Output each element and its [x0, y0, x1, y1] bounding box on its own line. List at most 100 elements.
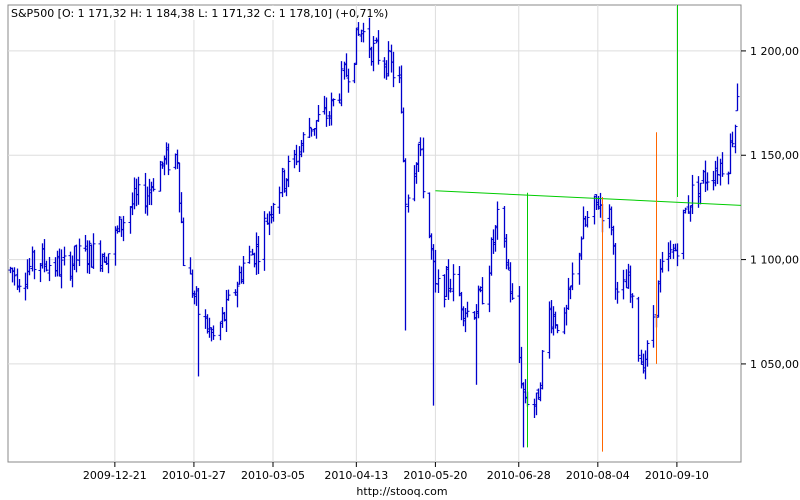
- x-tick-label: 2010-03-05: [241, 469, 305, 482]
- ohlc-bar: [371, 36, 376, 72]
- ohlc-bar: [621, 269, 626, 300]
- ohlc-bar: [166, 143, 171, 176]
- ohlc-bar: [406, 194, 411, 213]
- ohlc-bar: [660, 251, 665, 273]
- ohlc-bar: [433, 249, 438, 293]
- ohlc-bar: [87, 240, 92, 274]
- ohlc-bar: [442, 274, 447, 308]
- y-axis-ticks: 1 050,00 1 100,00 1 150,00 1 200,00: [741, 45, 799, 371]
- ohlc-bar: [121, 215, 126, 242]
- x-tick-label: 2009-12-21: [83, 469, 147, 482]
- ohlc-bar: [44, 260, 49, 272]
- ohlc-bar: [301, 132, 306, 153]
- ohlc-bar: [211, 325, 216, 340]
- ohlc-bar: [668, 240, 673, 260]
- ohlc-bar: [630, 293, 635, 309]
- ohlc-bar: [47, 256, 52, 282]
- x-tick-label: 2010-01-27: [162, 469, 226, 482]
- ohlc-bar: [555, 324, 560, 334]
- ohlc-bar: [280, 167, 285, 198]
- ohlc-bar: [403, 158, 408, 331]
- ohlc-bar: [316, 105, 321, 122]
- ohlc-bar: [247, 245, 252, 264]
- ohlc-bar: [418, 137, 423, 157]
- ohlc-bar: [346, 68, 351, 93]
- footer-link[interactable]: http://stooq.com: [356, 485, 447, 498]
- ohlc-bar: [339, 61, 344, 107]
- ohlc-bar: [331, 98, 336, 107]
- ohlc-bar: [636, 296, 641, 362]
- ohlc-bar: [698, 182, 703, 205]
- ohlc-bar: [256, 236, 261, 275]
- ohlc-bar: [17, 278, 22, 293]
- trendline: [435, 190, 742, 206]
- ohlc-bar: [451, 264, 456, 302]
- x-tick-label: 2010-09-10: [645, 469, 709, 482]
- ohlc-bar: [540, 350, 545, 390]
- x-tick-label: 2010-06-28: [487, 469, 551, 482]
- x-axis-ticks: 2009-12-21 2010-01-27 2010-03-05 2010-04-13…: [83, 462, 709, 482]
- ohlc-bar: [235, 281, 240, 308]
- y-tick-label: 1 100,00: [750, 254, 799, 267]
- ohlc-bar: [615, 281, 620, 304]
- ohlc-bar: [715, 156, 720, 185]
- ohlc-bar: [62, 246, 67, 266]
- ohlc-bar: [309, 127, 314, 137]
- ohlc-bar: [436, 269, 441, 294]
- ohlc-bar: [181, 217, 186, 267]
- ohlc-bar: [645, 340, 650, 367]
- ohlc-bar: [361, 22, 366, 43]
- ohlc-bar: [735, 83, 740, 112]
- ohlc-bar: [262, 211, 267, 271]
- ohlc-bar: [106, 253, 111, 274]
- chart-title: S&P500 [O: 1 171,32 H: 1 184,38 L: 1 171…: [11, 7, 388, 20]
- ohlc-bar: [271, 202, 276, 222]
- ohlc-bar: [448, 278, 453, 293]
- ohlc-bar: [510, 283, 515, 300]
- ohlc-bar: [27, 258, 32, 276]
- ohlc-bar: [480, 277, 485, 305]
- ohlc-bar: [356, 22, 361, 36]
- ohlc-bar: [465, 301, 470, 318]
- ohlc-bar: [651, 305, 656, 348]
- ohlc-bar: [136, 176, 141, 205]
- ohlc-bar: [196, 287, 201, 377]
- ohlc-bar: [294, 144, 299, 166]
- y-tick-label: 1 050,00: [750, 358, 799, 371]
- ohlc-bar: [386, 41, 391, 77]
- price-bars: [8, 17, 740, 448]
- y-tick-label: 1 200,00: [750, 45, 799, 58]
- x-tick-label: 2010-04-13: [324, 469, 388, 482]
- ohlc-bar: [720, 152, 725, 177]
- ohlc-bar: [175, 149, 180, 169]
- ohlc-bar: [585, 210, 590, 228]
- ohlc-bar: [730, 131, 735, 148]
- ohlc-bar: [59, 249, 64, 289]
- annotation-lines: [435, 5, 742, 452]
- ohlc-bar: [151, 178, 156, 192]
- ohlc-bar: [286, 155, 291, 188]
- ohlc-bar: [683, 207, 688, 214]
- title-background: [9, 6, 345, 20]
- ohlc-bar: [570, 262, 575, 291]
- ohlc-bar: [77, 238, 82, 267]
- ohlc-bar: [421, 137, 426, 199]
- ohlc-bar: [705, 172, 710, 191]
- ohlc-bar: [495, 201, 500, 240]
- ohlc-bar: [32, 249, 37, 280]
- x-tick-label: 2010-08-04: [566, 469, 630, 482]
- y-tick-label: 1 150,00: [750, 149, 799, 162]
- ohlc-bar: [675, 243, 680, 267]
- x-tick-label: 2010-05-20: [403, 469, 467, 482]
- grid: [8, 5, 741, 462]
- ohlc-bar: [241, 255, 246, 285]
- ohlc-bar: [12, 267, 17, 286]
- ohlc-bar: [226, 289, 231, 301]
- ohlc-bar: [91, 233, 96, 269]
- ohlc-bar: [690, 174, 695, 215]
- ohlc-bar: [391, 51, 396, 88]
- ohlc-bar: [376, 30, 381, 65]
- ohlc-bar: [324, 97, 329, 127]
- ohlc-bar: [733, 124, 738, 154]
